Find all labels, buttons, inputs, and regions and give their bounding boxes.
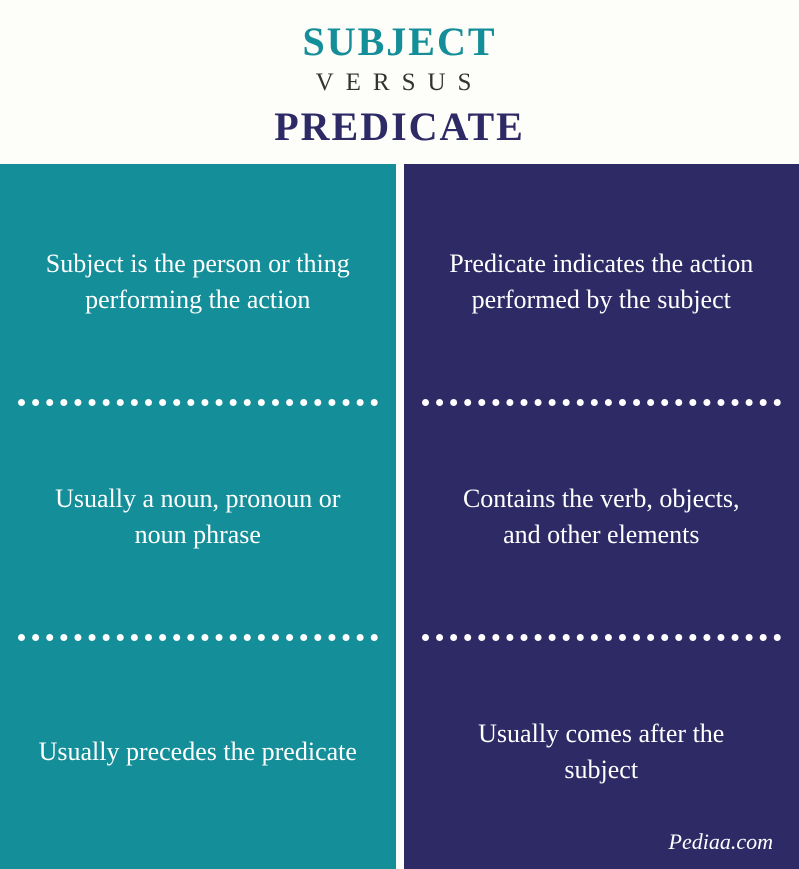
title-predicate: PREDICATE — [0, 103, 799, 150]
attribution: Pediaa.com — [669, 829, 773, 855]
right-cell-1-text: Predicate indicates the action performed… — [442, 246, 762, 316]
right-column: Predicate indicates the action performed… — [404, 164, 799, 869]
left-cell-1-text: Subject is the person or thing performin… — [38, 246, 358, 316]
title-subject: SUBJECT — [0, 18, 799, 65]
left-cell-2: Usually a noun, pronoun or noun phrase — [0, 399, 396, 634]
left-cell-3-text: Usually precedes the predicate — [39, 734, 357, 769]
column-gap — [396, 164, 404, 869]
title-versus: VERSUS — [0, 69, 799, 97]
left-cell-3: Usually precedes the predicate — [0, 634, 396, 869]
infographic-container: SUBJECT VERSUS PREDICATE Subject is the … — [0, 0, 799, 869]
right-cell-3-text: Usually comes after the subject — [442, 716, 762, 786]
left-cell-1: Subject is the person or thing performin… — [0, 164, 396, 399]
divider — [422, 399, 782, 406]
divider — [18, 634, 378, 641]
divider — [18, 399, 378, 406]
right-cell-1: Predicate indicates the action performed… — [404, 164, 799, 399]
right-cell-2-text: Contains the verb, objects, and other el… — [442, 481, 762, 551]
left-column: Subject is the person or thing performin… — [0, 164, 396, 869]
left-cell-2-text: Usually a noun, pronoun or noun phrase — [38, 481, 358, 551]
right-cell-2: Contains the verb, objects, and other el… — [404, 399, 799, 634]
comparison-grid: Subject is the person or thing performin… — [0, 164, 799, 869]
header: SUBJECT VERSUS PREDICATE — [0, 0, 799, 164]
divider — [422, 634, 782, 641]
